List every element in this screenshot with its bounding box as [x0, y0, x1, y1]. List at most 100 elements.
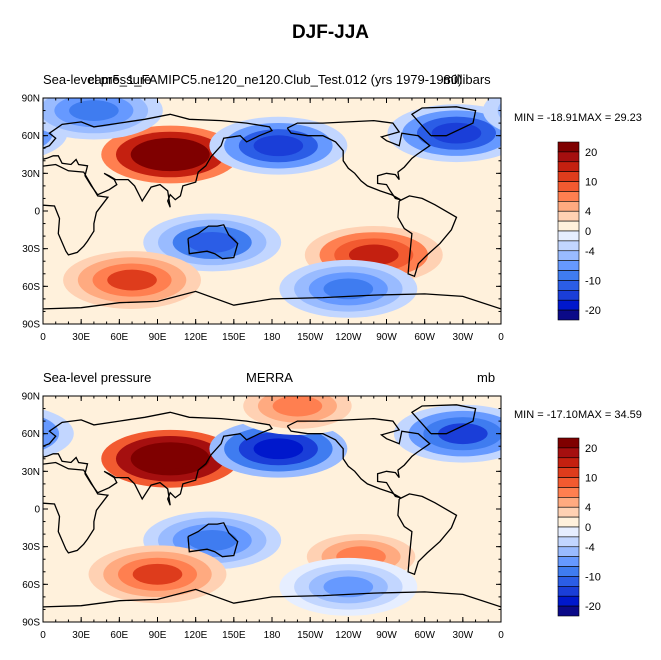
y-tick-label: 0	[34, 505, 40, 516]
field-blob-south-pacific	[348, 244, 399, 266]
x-tick-label: 150W	[297, 332, 324, 343]
x-tick-label: 60W	[414, 332, 435, 343]
colorbar-box	[557, 556, 580, 567]
colorbar-box	[557, 497, 580, 508]
colorbar-label: -20	[585, 601, 601, 613]
colorbar-box	[557, 506, 580, 518]
y-tick-label: 60N	[22, 131, 40, 142]
x-tick-label: 120W	[335, 630, 362, 641]
x-tick-label: 150W	[297, 630, 324, 641]
field-blob-australia	[187, 529, 238, 551]
x-tick-label: 0	[498, 332, 504, 343]
x-tick-label: 30E	[72, 332, 90, 343]
colorbar-label: 4	[585, 502, 591, 514]
field-blob-wrap	[0, 123, 23, 144]
field-blob-siberian-high	[145, 448, 196, 470]
coastline-australia	[187, 522, 239, 558]
panel2-center-title: MERRA	[246, 370, 293, 385]
colorbar-box	[557, 191, 580, 202]
colorbar-box	[557, 457, 580, 468]
x-tick-label: 120E	[184, 332, 208, 343]
field-blob-indian-ocean	[132, 563, 183, 585]
field-blob-wrap	[497, 102, 501, 119]
figure-title: DJF-JJA	[291, 22, 370, 43]
x-tick-label: 120W	[335, 332, 362, 343]
field-blob-wrap	[512, 94, 591, 127]
colorbar-label: 4	[585, 206, 591, 218]
colorbar-box	[557, 437, 580, 449]
colorbar-box	[557, 477, 580, 488]
field-blob-wrap	[482, 98, 501, 131]
y-tick-label: 60S	[22, 282, 40, 293]
colorbar-box	[557, 181, 580, 192]
panel1-min-label: MIN = -18.91	[514, 112, 578, 124]
colorbar-box	[557, 487, 580, 498]
panel1-colorbar: 20 10 4 0 -4 -10 -20	[557, 141, 601, 321]
colorbar-box	[557, 605, 580, 617]
x-tick-label: 0	[40, 630, 46, 641]
x-tick-label: 90W	[376, 630, 397, 641]
panel2-colorbar: 20 10 4 0 -4 -10 -20	[557, 437, 601, 617]
colorbar-label: 0	[585, 522, 591, 534]
panel1-field	[0, 94, 591, 324]
coastline-antarctica	[43, 588, 501, 608]
y-tick-label: 30N	[22, 467, 40, 478]
panel1-map: 0 30E 60E 90E 120E 150E 180 150W 120W 90W 60W 30W 09…	[0, 94, 591, 344]
colorbar-box	[557, 240, 580, 252]
field-blob-arctic	[69, 100, 119, 121]
colorbar-label: -4	[585, 542, 595, 554]
field-blob-arctic	[272, 396, 323, 417]
colorbar-box	[557, 280, 580, 291]
panel1-max-label: MAX = 29.23	[578, 112, 642, 124]
panel2-field	[43, 396, 501, 622]
x-tick-label: 180	[264, 332, 281, 343]
field-blob-antarctic-trough	[323, 278, 374, 300]
panel2-min-label: MIN = -17.10	[514, 409, 578, 421]
colorbar-box	[557, 566, 580, 577]
colorbar-box	[557, 230, 580, 242]
x-tick-label: 150E	[222, 332, 246, 343]
colorbar-box	[557, 309, 580, 321]
coastline-greenland	[410, 404, 477, 435]
coastline-namerica	[286, 417, 431, 499]
coastline-greenland	[410, 106, 477, 137]
field-blob-aleutian-low	[253, 438, 304, 460]
colorbar-box	[557, 151, 580, 163]
y-tick-label: 30S	[22, 542, 40, 553]
x-tick-label: 30E	[72, 630, 90, 641]
colorbar-box	[557, 171, 580, 182]
colorbar-label: 10	[585, 473, 597, 485]
colorbar-box	[557, 161, 580, 172]
colorbar-box	[557, 201, 580, 212]
x-tick-label: 30W	[453, 332, 474, 343]
colorbar-box	[557, 526, 580, 538]
x-tick-label: 90W	[376, 332, 397, 343]
coastline-samerica	[397, 195, 458, 278]
field-blob-wrap	[527, 100, 577, 121]
x-tick-label: 180	[264, 630, 281, 641]
panel2-left-title: Sea-level pressure	[43, 370, 152, 385]
colorbar-box	[557, 467, 580, 478]
panel2-max-label: MAX = 34.59	[578, 409, 642, 421]
colorbar-label: -10	[585, 571, 601, 583]
colorbar-box	[557, 220, 580, 232]
x-tick-label: 60W	[414, 630, 435, 641]
y-tick-label: 0	[34, 207, 40, 218]
colorbar-label: -4	[585, 246, 595, 258]
coastline-namerica	[286, 119, 431, 201]
field-blob-aleutian-low	[253, 135, 304, 157]
colorbar-box	[557, 536, 580, 548]
y-tick-label: 60N	[22, 429, 40, 440]
x-tick-label: 150E	[222, 630, 246, 641]
y-tick-label: 90S	[22, 618, 40, 629]
panel2-units: mb	[477, 370, 496, 385]
colorbar-label: 20	[585, 147, 597, 159]
colorbar-box	[557, 576, 580, 587]
x-tick-label: 30W	[453, 630, 474, 641]
colorbar-label: 0	[585, 226, 591, 238]
x-tick-label: 0	[498, 630, 504, 641]
x-tick-label: 0	[40, 332, 46, 343]
x-tick-label: 90E	[149, 332, 167, 343]
field-blob-wrap	[43, 417, 60, 450]
